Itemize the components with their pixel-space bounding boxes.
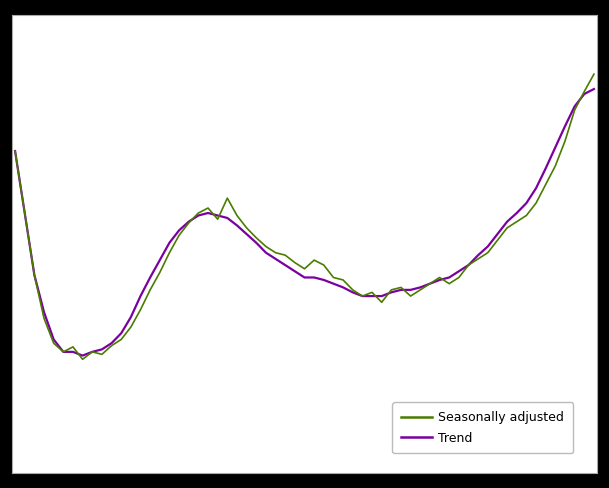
Legend: Seasonally adjusted, Trend: Seasonally adjusted, Trend <box>392 402 573 453</box>
